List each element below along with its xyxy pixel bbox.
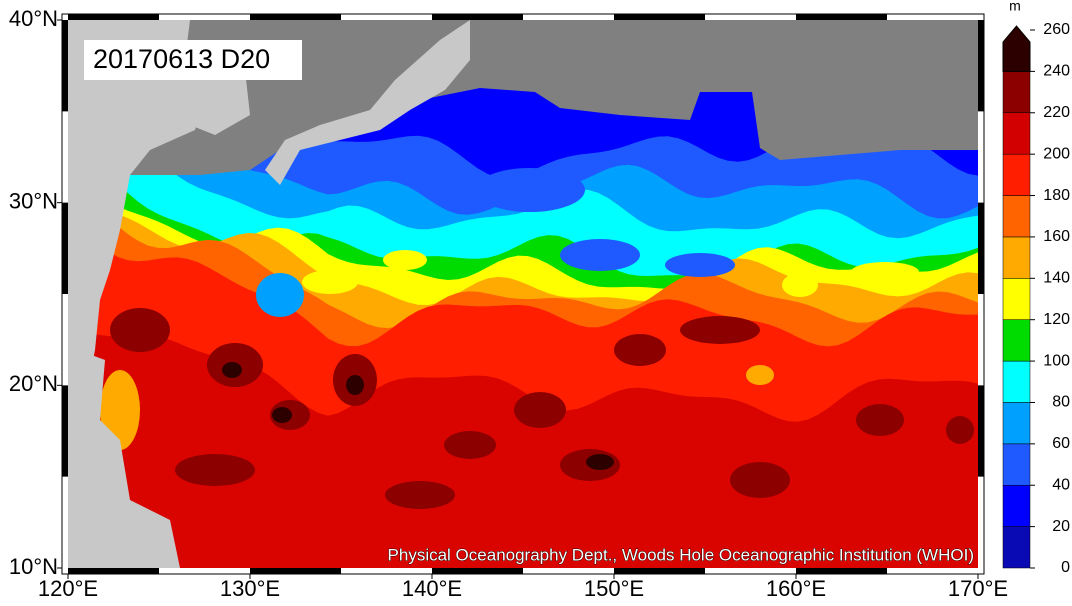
colorbar-label: 140 — [1043, 270, 1070, 287]
land-light — [190, 70, 250, 135]
deep-core — [222, 362, 242, 378]
deep-spot — [856, 404, 904, 436]
colorbar-band — [1002, 236, 1031, 279]
colorbar-label: 80 — [1052, 394, 1070, 411]
y-tick-label: 30°N — [9, 188, 58, 213]
credit: Physical Oceanography Dept., Woods Hole … — [388, 545, 974, 564]
frame — [61, 13, 985, 575]
deep-core — [586, 454, 614, 470]
cool-patch — [256, 273, 304, 317]
colorbar-label: 220 — [1043, 104, 1070, 121]
date-label: 20170613 D20 — [93, 44, 270, 74]
land-light — [265, 20, 470, 185]
cool-patch — [665, 253, 735, 277]
land-light — [68, 350, 180, 568]
colorbar-band — [1002, 153, 1031, 196]
x-tick-label: 120°E — [38, 576, 98, 601]
warm-patch — [302, 270, 358, 294]
colorbar-label: 0 — [1061, 559, 1070, 576]
colorbar-label: 160 — [1043, 228, 1070, 245]
colorbar-label: 20 — [1052, 518, 1070, 535]
frame-border — [61, 13, 985, 575]
deep-core — [272, 407, 292, 423]
label-box — [84, 40, 302, 80]
deep-spot — [680, 316, 760, 344]
colorbar-unit: m — [1009, 0, 1021, 14]
colorbar-band — [1002, 360, 1031, 403]
colorbar-label: 180 — [1043, 187, 1070, 204]
colorbar-label: 60 — [1052, 435, 1070, 452]
colorbar-band — [1002, 443, 1031, 486]
y-tick-label: 10°N — [9, 554, 58, 579]
colorbar-band — [1002, 402, 1031, 445]
contour-band — [68, 315, 978, 568]
deep-spot — [946, 416, 974, 444]
x-tick-label: 170°E — [948, 576, 1008, 601]
overlay: 20170613 D20 Physical Oceanography Dept.… — [9, 0, 1070, 601]
colorbar-label: 100 — [1043, 352, 1070, 369]
colorbar-label: 240 — [1043, 63, 1070, 80]
colorbar-label: 200 — [1043, 145, 1070, 162]
deep-spot — [514, 392, 566, 428]
colorbar-band — [1002, 71, 1031, 114]
cool-patch — [475, 168, 585, 212]
colorbar-band — [1002, 484, 1031, 527]
x-tick-label: 150°E — [584, 576, 644, 601]
x-tick-label: 160°E — [766, 576, 826, 601]
cool-patch — [560, 239, 640, 271]
warm-patch — [383, 250, 427, 270]
colorbar-arrow — [1002, 25, 1031, 72]
colorbar-label: 260 — [1043, 21, 1070, 38]
y-tick-label: 20°N — [9, 371, 58, 396]
d20-field — [68, 20, 978, 568]
deep-spot — [614, 334, 666, 366]
y-tick-label: 40°N — [9, 6, 58, 31]
warm-patch — [746, 365, 774, 385]
deep-spot — [175, 454, 255, 486]
x-tick-label: 140°E — [402, 576, 462, 601]
deep-spot — [110, 308, 170, 352]
colorbar-label: 40 — [1052, 476, 1070, 493]
colorbar-band — [1002, 319, 1031, 362]
colorbar-band — [1002, 195, 1031, 238]
colorbar-band — [1002, 112, 1031, 155]
colorbar-label: 120 — [1043, 311, 1070, 328]
warm-patch — [782, 273, 818, 297]
deep-core — [346, 375, 364, 395]
deep-spot — [385, 481, 455, 509]
deep-spot — [730, 462, 790, 498]
colorbar-band — [1002, 526, 1031, 569]
deep-spot — [444, 431, 496, 459]
colorbar-band — [1002, 278, 1031, 320]
land-light — [68, 20, 205, 480]
x-tick-label: 130°E — [220, 576, 280, 601]
warm-patch — [851, 262, 919, 282]
